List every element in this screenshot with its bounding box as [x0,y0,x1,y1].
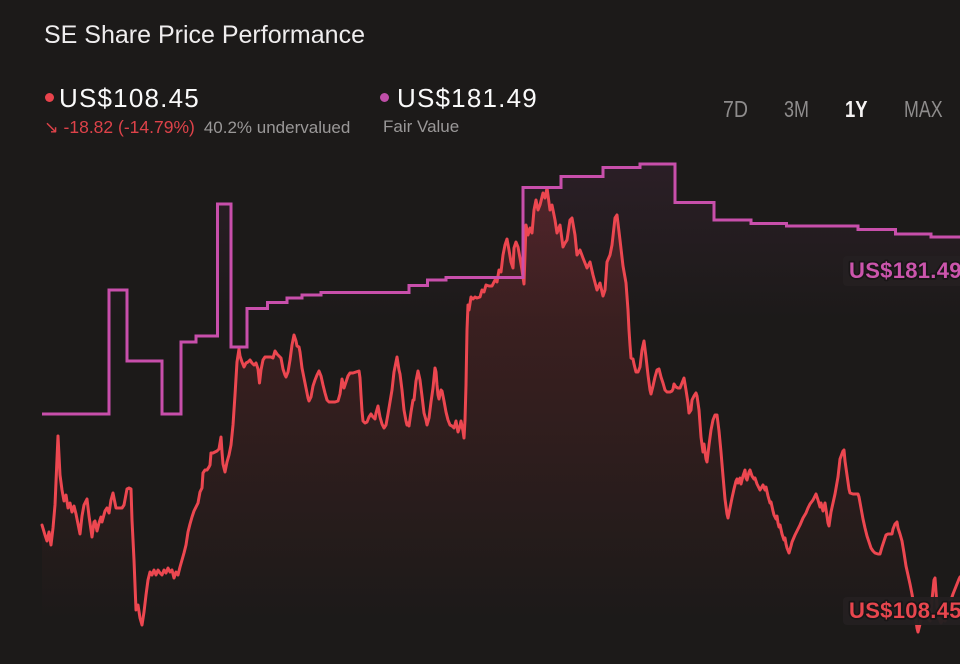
svg-text:US$181.49: US$181.49 [849,258,960,283]
svg-text:US$108.45: US$108.45 [849,598,960,623]
